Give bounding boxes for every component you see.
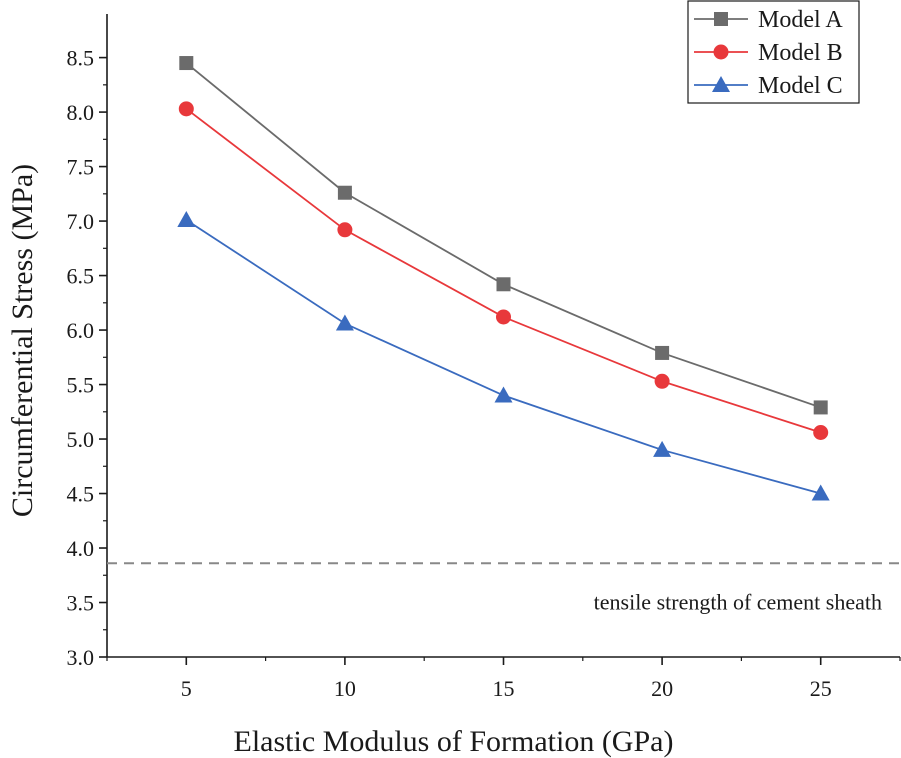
x-tick-label: 20 (651, 676, 673, 701)
series-model-a (179, 56, 828, 415)
y-tick-label: 7.0 (67, 209, 95, 234)
legend: Model A Model B Model C (687, 0, 860, 104)
y-tick-label: 7.5 (67, 155, 95, 180)
series-model-c (177, 210, 830, 501)
series-model-b (178, 101, 829, 440)
data-point (654, 373, 670, 389)
y-tick-label: 5.0 (67, 427, 95, 452)
data-point (813, 400, 828, 415)
x-ticks: 5 10 15 20 25 (106, 657, 901, 701)
legend-item: Model A (694, 7, 843, 33)
data-point (811, 484, 830, 501)
data-point (337, 222, 353, 238)
legend-marker (714, 12, 728, 26)
reference-line-group: tensile strength of cement sheath (107, 562, 900, 614)
legend-label: Model C (758, 73, 843, 99)
data-point (813, 424, 829, 440)
y-tick-label: 4.0 (67, 536, 95, 561)
x-tick-label: 10 (334, 676, 356, 701)
reference-line-label: tensile strength of cement sheath (594, 589, 882, 614)
x-tick-label: 5 (181, 676, 192, 701)
x-tick-label: 15 (493, 676, 515, 701)
series-line (185, 219, 821, 495)
legend-label: Model A (758, 7, 843, 33)
legend-label: Model B (758, 40, 843, 66)
y-ticks: 3.0 3.5 4.0 4.5 5.0 5.5 6.0 6.5 7.0 7.5 8.0 8.5 (67, 46, 107, 670)
series-line (185, 62, 821, 409)
x-tick-label: 25 (810, 676, 832, 701)
y-tick-label: 6.5 (67, 264, 95, 289)
data-point (335, 314, 354, 331)
data-point (496, 277, 511, 292)
series-line (185, 108, 821, 434)
data-point (179, 56, 194, 71)
y-tick-label: 3.5 (67, 591, 95, 616)
data-point (655, 345, 670, 360)
y-tick-label: 4.5 (67, 482, 95, 507)
y-tick-label: 3.0 (67, 645, 95, 670)
y-tick-label: 5.5 (67, 373, 95, 398)
legend-marker (713, 44, 729, 60)
y-tick-label: 8.0 (67, 100, 95, 125)
axes (106, 14, 900, 658)
data-point (337, 185, 352, 200)
data-point (177, 210, 196, 227)
legend-items: Model A Model B Model C (694, 7, 843, 99)
x-axis-title: Elastic Modulus of Formation (GPa) (234, 725, 674, 758)
y-axis-title: Circumferential Stress (MPa) (6, 164, 39, 517)
y-tick-label: 6.0 (67, 318, 95, 343)
y-tick-label: 8.5 (67, 46, 95, 71)
data-point (653, 440, 672, 457)
data-point (494, 386, 513, 403)
data-point (496, 309, 511, 325)
legend-item: Model B (694, 40, 843, 66)
legend-item: Model C (694, 73, 843, 99)
legend-marker (712, 76, 730, 92)
data-point (178, 101, 194, 117)
series-layer (177, 56, 830, 501)
